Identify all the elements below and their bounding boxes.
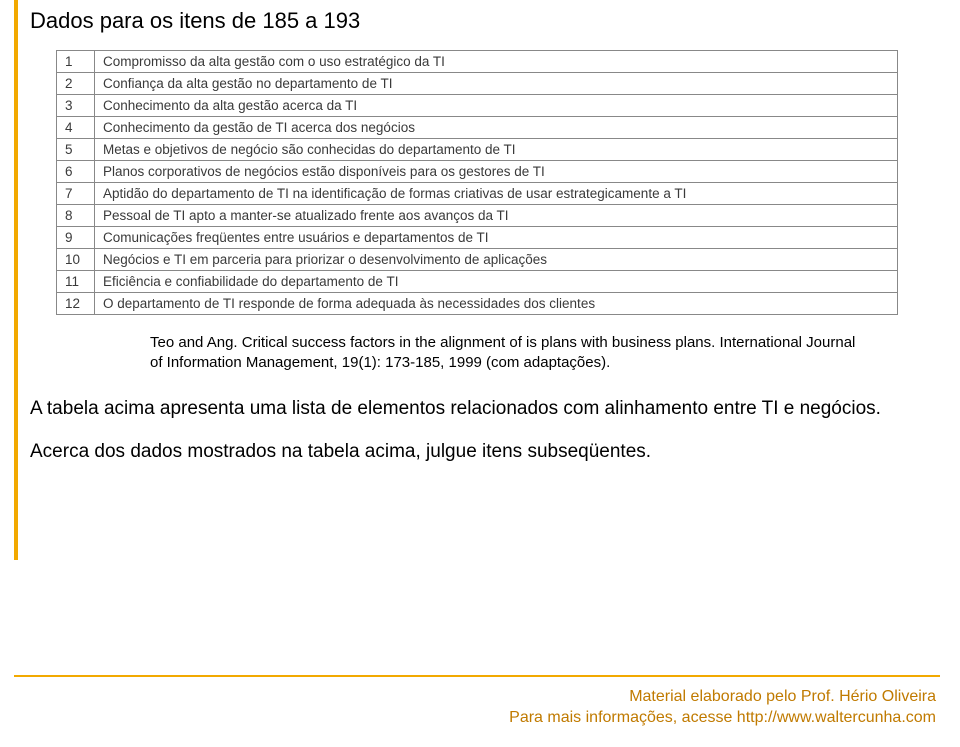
row-number: 8 xyxy=(57,205,95,227)
row-number: 3 xyxy=(57,95,95,117)
table-caption: Teo and Ang. Critical success factors in… xyxy=(150,333,870,374)
bottom-accent-rule xyxy=(14,675,940,677)
footer-line-2: Para mais informações, acesse http://www… xyxy=(509,707,936,729)
row-number: 2 xyxy=(57,73,95,95)
table-row: 12 O departamento de TI responde de form… xyxy=(57,293,898,315)
row-text: Negócios e TI em parceria para priorizar… xyxy=(95,249,898,271)
content-area: Dados para os itens de 185 a 193 1 Compr… xyxy=(30,8,930,483)
row-text: Confiança da alta gestão no departamento… xyxy=(95,73,898,95)
row-number: 7 xyxy=(57,183,95,205)
row-number: 12 xyxy=(57,293,95,315)
table-row: 8 Pessoal de TI apto a manter-se atualiz… xyxy=(57,205,898,227)
table-row: 1 Compromisso da alta gestão com o uso e… xyxy=(57,51,898,73)
row-number: 9 xyxy=(57,227,95,249)
table-row: 3 Conhecimento da alta gestão acerca da … xyxy=(57,95,898,117)
table-row: 6 Planos corporativos de negócios estão … xyxy=(57,161,898,183)
row-text: Pessoal de TI apto a manter-se atualizad… xyxy=(95,205,898,227)
row-text: Metas e objetivos de negócio são conheci… xyxy=(95,139,898,161)
row-number: 4 xyxy=(57,117,95,139)
row-text: O departamento de TI responde de forma a… xyxy=(95,293,898,315)
row-text: Conhecimento da alta gestão acerca da TI xyxy=(95,95,898,117)
row-number: 5 xyxy=(57,139,95,161)
page-title: Dados para os itens de 185 a 193 xyxy=(30,8,930,34)
row-text: Aptidão do departamento de TI na identif… xyxy=(95,183,898,205)
items-table: 1 Compromisso da alta gestão com o uso e… xyxy=(56,50,898,315)
row-text: Comunicações freqüentes entre usuários e… xyxy=(95,227,898,249)
footer: Material elaborado pelo Prof. Hério Oliv… xyxy=(509,686,936,729)
row-text: Conhecimento da gestão de TI acerca dos … xyxy=(95,117,898,139)
table-row: 2 Confiança da alta gestão no departamen… xyxy=(57,73,898,95)
table-row: 9 Comunicações freqüentes entre usuários… xyxy=(57,227,898,249)
table-row: 5 Metas e objetivos de negócio são conhe… xyxy=(57,139,898,161)
row-number: 6 xyxy=(57,161,95,183)
table-row: 11 Eficiência e confiabilidade do depart… xyxy=(57,271,898,293)
body-paragraph-2: Acerca dos dados mostrados na tabela aci… xyxy=(30,439,930,465)
left-accent-rule xyxy=(14,0,18,560)
items-table-wrap: 1 Compromisso da alta gestão com o uso e… xyxy=(56,50,920,315)
row-number: 10 xyxy=(57,249,95,271)
table-row: 10 Negócios e TI em parceria para priori… xyxy=(57,249,898,271)
row-number: 11 xyxy=(57,271,95,293)
table-row: 4 Conhecimento da gestão de TI acerca do… xyxy=(57,117,898,139)
row-number: 1 xyxy=(57,51,95,73)
table-row: 7 Aptidão do departamento de TI na ident… xyxy=(57,183,898,205)
row-text: Eficiência e confiabilidade do departame… xyxy=(95,271,898,293)
row-text: Compromisso da alta gestão com o uso est… xyxy=(95,51,898,73)
footer-line-1: Material elaborado pelo Prof. Hério Oliv… xyxy=(509,686,936,708)
row-text: Planos corporativos de negócios estão di… xyxy=(95,161,898,183)
body-paragraph-1: A tabela acima apresenta uma lista de el… xyxy=(30,396,930,422)
